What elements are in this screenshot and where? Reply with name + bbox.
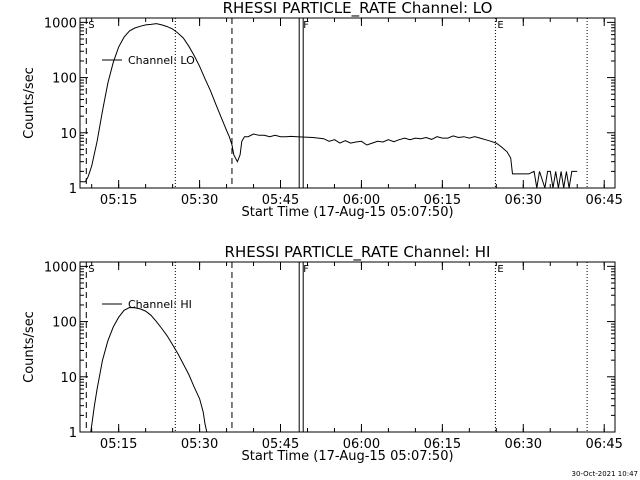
x-tick-label: 05:15 bbox=[100, 437, 137, 452]
chart-panel-1: RHESSI PARTICLE_RATE Channel: LO 1 10 100 10… bbox=[22, 0, 623, 220]
x-tick-label: 06:45 bbox=[585, 193, 622, 208]
plot-frame bbox=[79, 261, 616, 433]
x-tick-label: 05:30 bbox=[181, 193, 218, 208]
x-tick-label: 06:15 bbox=[424, 437, 461, 452]
x-axis-label: Start Time (17-Aug-15 05:07:50) bbox=[241, 449, 453, 464]
x-tick-label: 06:30 bbox=[505, 193, 542, 208]
y-tick-label: 1 bbox=[69, 426, 77, 441]
y-axis-label: Counts/sec bbox=[22, 67, 37, 139]
x-tick-label: 06:00 bbox=[343, 437, 380, 452]
chart-panel-2: RHESSI PARTICLE_RATE Channel: HI 1 10 100 10… bbox=[22, 243, 623, 464]
footer-timestamp: 30-Oct-2021 10:47 bbox=[572, 470, 638, 478]
legend-label: Channel: HI bbox=[128, 298, 192, 311]
legend-label: Channel: LO bbox=[128, 54, 195, 67]
x-tick-label: 06:45 bbox=[585, 437, 622, 452]
x-tick-label: 05:45 bbox=[262, 437, 299, 452]
y-tick-label: 100 bbox=[52, 72, 77, 87]
y-axis-label: Counts/sec bbox=[22, 311, 37, 383]
x-tick-label: 06:30 bbox=[505, 437, 542, 452]
plot-frame bbox=[79, 17, 616, 189]
x-tick-label: 06:00 bbox=[343, 193, 380, 208]
marker-label: S bbox=[88, 264, 94, 275]
marker-label: F bbox=[303, 264, 309, 275]
x-tick-label: 06:15 bbox=[424, 193, 461, 208]
x-tick-label: 05:30 bbox=[181, 437, 218, 452]
x-tick-label: 05:15 bbox=[100, 193, 137, 208]
y-tick-label: 1000 bbox=[44, 16, 77, 31]
y-tick-label: 100 bbox=[52, 316, 77, 331]
x-axis-label: Start Time (17-Aug-15 05:07:50) bbox=[241, 205, 453, 220]
y-tick-label: 1 bbox=[69, 182, 77, 197]
y-tick-label: 10 bbox=[60, 127, 77, 142]
series-line bbox=[80, 23, 578, 189]
marker-label: E bbox=[497, 264, 503, 275]
chart-title: RHESSI PARTICLE_RATE Channel: HI bbox=[225, 243, 491, 262]
y-tick-label: 1000 bbox=[44, 260, 77, 275]
marker-label: E bbox=[497, 20, 503, 31]
x-tick-label: 05:45 bbox=[262, 193, 299, 208]
marker-label: S bbox=[88, 20, 94, 31]
y-tick-label: 10 bbox=[60, 371, 77, 386]
marker-label: F bbox=[303, 20, 309, 31]
series-line bbox=[90, 306, 208, 433]
chart-title: RHESSI PARTICLE_RATE Channel: LO bbox=[223, 0, 493, 18]
